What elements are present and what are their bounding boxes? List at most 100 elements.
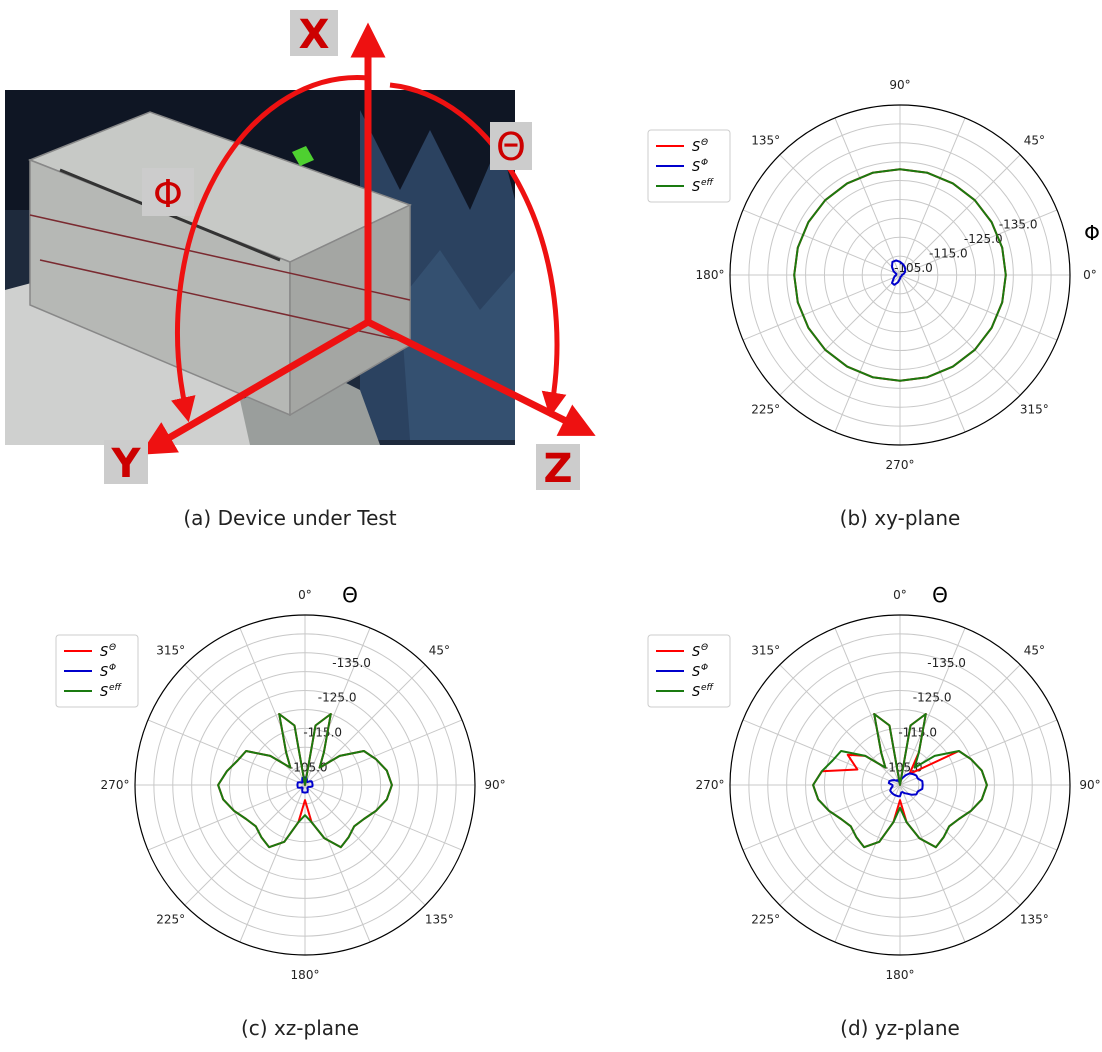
radial-tick-label: -135.0 — [927, 656, 966, 670]
legend-sup-theta: Θ — [109, 643, 116, 653]
radial-tick-label: -125.0 — [913, 691, 952, 705]
legend-label-phi: S — [692, 665, 700, 680]
grid-spoke — [899, 209, 1058, 276]
angle-tick-label: 180° — [696, 268, 725, 282]
series-phi-line — [891, 259, 907, 286]
angle-tick-label: 90° — [484, 778, 505, 792]
grid-spoke — [304, 784, 426, 906]
polar-frame — [134, 614, 476, 956]
grid-spoke — [742, 719, 901, 786]
grid-spoke — [779, 154, 901, 276]
grid-spoke — [899, 784, 1058, 851]
grid-spoke — [147, 719, 306, 786]
angle-tick-label: 270° — [696, 778, 725, 792]
grid-spoke — [304, 627, 371, 786]
legend-label-phi: S — [100, 665, 108, 680]
svg-text:Θ: Θ — [496, 125, 526, 169]
legend-label-theta: S — [100, 645, 108, 660]
angle-tick-label: 315° — [1020, 402, 1049, 416]
y-axis-label: Y — [104, 440, 148, 487]
svg-text:Z: Z — [543, 446, 572, 492]
grid-spoke — [239, 627, 306, 786]
angle-tick-label: 0° — [893, 588, 907, 602]
x-axis-label: X — [290, 10, 338, 58]
radial-tick-label: -115.0 — [898, 726, 937, 740]
polar-grid — [730, 105, 1070, 445]
coordinate-arrows — [139, 22, 596, 455]
caption-a: (a) Device under Test — [183, 506, 397, 530]
legend-sup-eff: eff — [701, 178, 715, 188]
legend-sup-phi: Φ — [701, 158, 708, 168]
angle-tick-label: 45° — [1024, 134, 1045, 148]
angle-tick-label: 135° — [751, 134, 780, 148]
angle-tick-label: 0° — [1083, 268, 1097, 282]
angle-axis-label: Θ — [342, 583, 358, 607]
grid-spoke — [899, 274, 966, 433]
angle-tick-label: 270° — [101, 778, 130, 792]
chart-legend: S ΘS ΦS eff — [55, 634, 139, 708]
polar-chart-xz: 0°45°90°135°180°225°270°315°-105.0-115.0… — [55, 583, 506, 982]
grid-spoke — [899, 274, 1058, 341]
series-eff-line — [812, 713, 988, 849]
legend-box — [55, 634, 139, 708]
phi-label: Φ — [142, 168, 194, 216]
grid-spoke — [304, 784, 371, 943]
radial-tick-label: -125.0 — [964, 232, 1003, 246]
legend-label-phi: S — [692, 160, 700, 175]
grid-spoke — [742, 209, 901, 276]
legend-label-eff: S — [100, 685, 108, 700]
polar-grid — [135, 615, 475, 955]
grid-spoke — [147, 784, 306, 851]
series-phi-line — [887, 772, 924, 798]
series-phi-line — [296, 776, 314, 794]
angle-tick-label: 315° — [751, 644, 780, 658]
grid-spoke — [899, 784, 1021, 906]
radial-tick-label: -135.0 — [999, 217, 1038, 231]
angle-tick-label: 90° — [1079, 778, 1100, 792]
radial-tick-label: -115.0 — [929, 246, 968, 260]
grid-spoke — [779, 274, 901, 396]
grid-spoke — [184, 784, 306, 906]
caption-b: (b) xy-plane — [839, 506, 961, 530]
angle-tick-label: 45° — [1024, 644, 1045, 658]
grid-spoke — [742, 784, 901, 851]
grid-spoke — [779, 664, 901, 786]
radial-tick-label: -125.0 — [318, 691, 357, 705]
radial-tick-label: -115.0 — [303, 726, 342, 740]
legend-sup-theta: Θ — [701, 643, 708, 653]
legend-box — [647, 129, 731, 203]
theta-label: Θ — [490, 122, 532, 170]
series-eff-line — [793, 168, 1007, 382]
angle-axis-label: Θ — [932, 583, 948, 607]
legend-label-eff: S — [692, 180, 700, 195]
svg-text:Y: Y — [111, 441, 142, 487]
legend-sup-eff: eff — [701, 683, 715, 693]
radial-tick-label: -135.0 — [332, 656, 371, 670]
angle-tick-label: 135° — [425, 912, 454, 926]
grid-spoke — [742, 274, 901, 341]
angle-tick-label: 225° — [751, 402, 780, 416]
legend-label-theta: S — [692, 645, 700, 660]
angle-tick-label: 225° — [751, 912, 780, 926]
angle-tick-label: 315° — [156, 644, 185, 658]
grid-spoke — [899, 627, 966, 786]
grid-spoke — [899, 117, 966, 276]
legend-sup-phi: Φ — [109, 663, 116, 673]
legend-sup-eff: eff — [109, 683, 123, 693]
angle-tick-label: 180° — [291, 968, 320, 982]
grid-spoke — [304, 784, 463, 851]
chart-legend: S ΘS ΦS eff — [647, 129, 731, 203]
polar-chart-xy: 0°45°90°135°180°225°270°315°-105.0-115.0… — [647, 78, 1100, 472]
grid-spoke — [834, 274, 901, 433]
legend-sup-phi: Φ — [701, 663, 708, 673]
angle-tick-label: 0° — [298, 588, 312, 602]
legend-sup-theta: Θ — [701, 138, 708, 148]
angle-tick-label: 45° — [429, 644, 450, 658]
legend-label-eff: S — [692, 685, 700, 700]
legend-box — [647, 634, 731, 708]
angle-tick-label: 90° — [889, 78, 910, 92]
angle-tick-label: 180° — [886, 968, 915, 982]
z-axis-label: Z — [536, 444, 580, 492]
grid-spoke — [899, 154, 1021, 276]
photo-background — [5, 90, 515, 445]
